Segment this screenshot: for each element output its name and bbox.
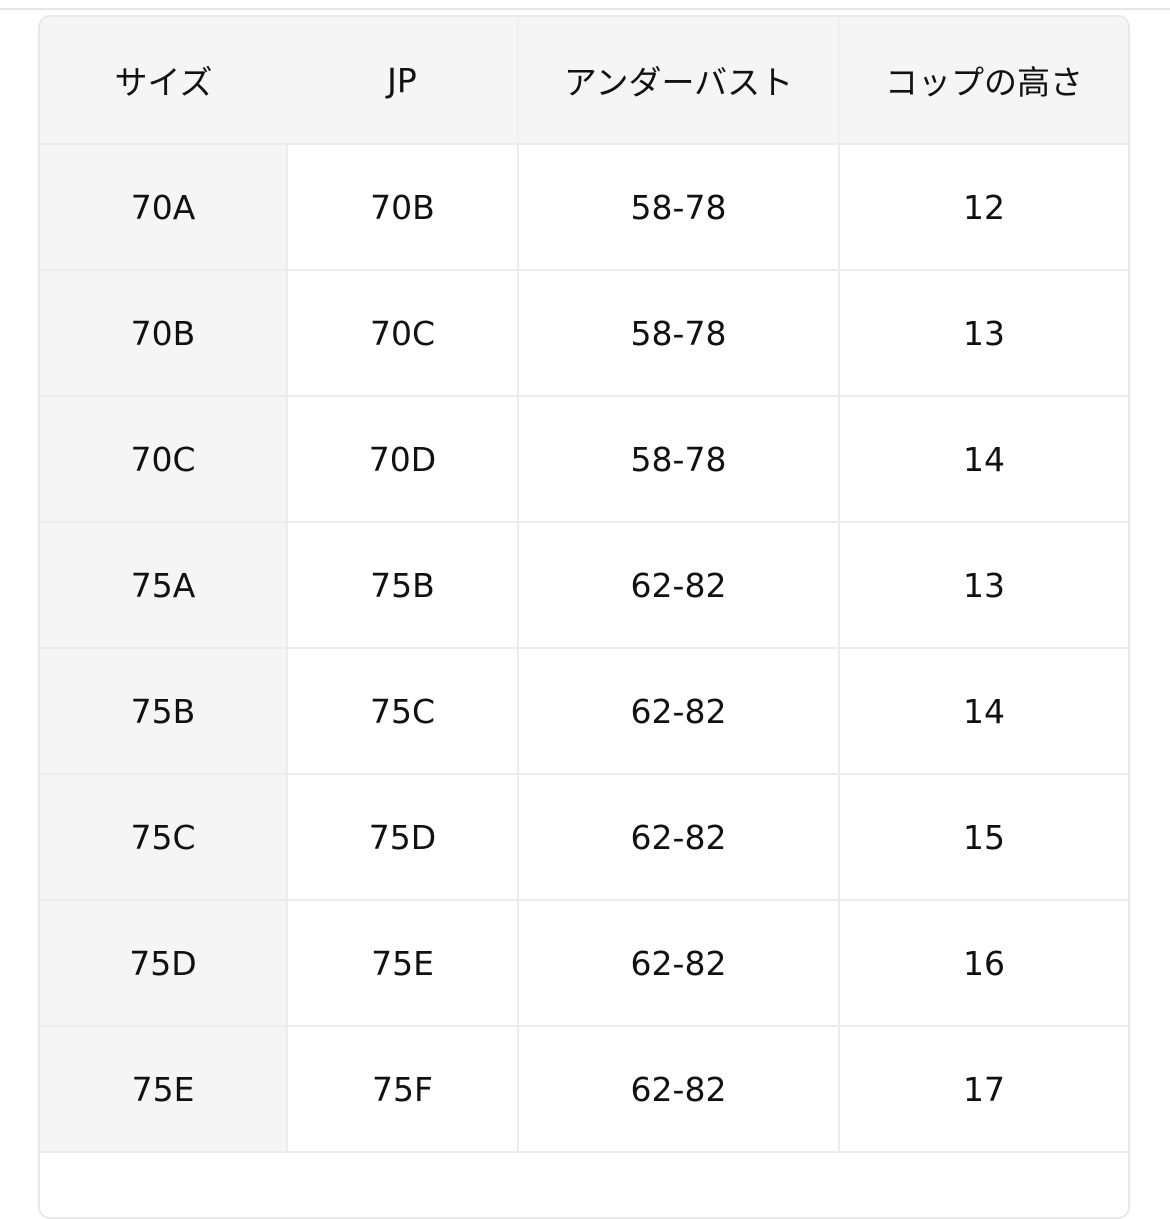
table-row: 75E 75F 62-82 17 [40,1026,1128,1153]
table-row: 75D 75E 62-82 16 [40,900,1128,1027]
cell-size: 70B [40,270,287,397]
cell-size: 75D [40,900,287,1027]
table-row: 70A 70B 58-78 12 [40,144,1128,271]
cell-underbust: 62-82 [517,648,839,775]
size-table-container: サイズ JP アンダーバスト コップの高さ 70A 70B 58-78 12 70B 70… [38,15,1130,1219]
cell-cup-height: 15 [838,774,1128,901]
table-row: 75B 75C 62-82 14 [40,648,1128,775]
cell-jp: 75D [286,774,518,901]
cell-cup-height: 13 [838,522,1128,649]
header-underbust: アンダーバスト [517,17,839,145]
cell-cup-height: 14 [838,396,1128,523]
cell-underbust: 62-82 [517,1026,839,1153]
cell-size: 75B [40,648,287,775]
cell-cup-height: 17 [838,1026,1128,1153]
cell-cup-height: 12 [838,144,1128,271]
top-divider [0,8,1170,10]
cell-underbust: 58-78 [517,270,839,397]
header-jp: JP [287,17,518,145]
header-size: サイズ [40,17,287,145]
table-row: 70B 70C 58-78 13 [40,270,1128,397]
cell-size: 70A [40,144,287,271]
header-cup-height: コップの高さ [838,17,1128,145]
cell-jp: 70B [286,144,518,271]
cell-underbust: 62-82 [517,900,839,1027]
cell-size: 75A [40,522,287,649]
table-header-row: サイズ JP アンダーバスト コップの高さ [40,17,1128,145]
size-table: サイズ JP アンダーバスト コップの高さ 70A 70B 58-78 12 70B 70… [40,17,1128,1153]
table-row: 70C 70D 58-78 14 [40,396,1128,523]
cell-underbust: 62-82 [517,522,839,649]
cell-jp: 75F [286,1026,518,1153]
cell-underbust: 58-78 [517,144,839,271]
cell-size: 75E [40,1026,287,1153]
cell-size: 70C [40,396,287,523]
cell-jp: 75B [286,522,518,649]
cell-jp: 75E [286,900,518,1027]
cell-underbust: 62-82 [517,774,839,901]
table-row: 75A 75B 62-82 13 [40,522,1128,649]
cell-jp: 70C [286,270,518,397]
cell-cup-height: 13 [838,270,1128,397]
cell-underbust: 58-78 [517,396,839,523]
cell-size: 75C [40,774,287,901]
cell-jp: 70D [286,396,518,523]
table-row: 75C 75D 62-82 15 [40,774,1128,901]
cell-jp: 75C [286,648,518,775]
cell-cup-height: 14 [838,648,1128,775]
cell-cup-height: 16 [838,900,1128,1027]
